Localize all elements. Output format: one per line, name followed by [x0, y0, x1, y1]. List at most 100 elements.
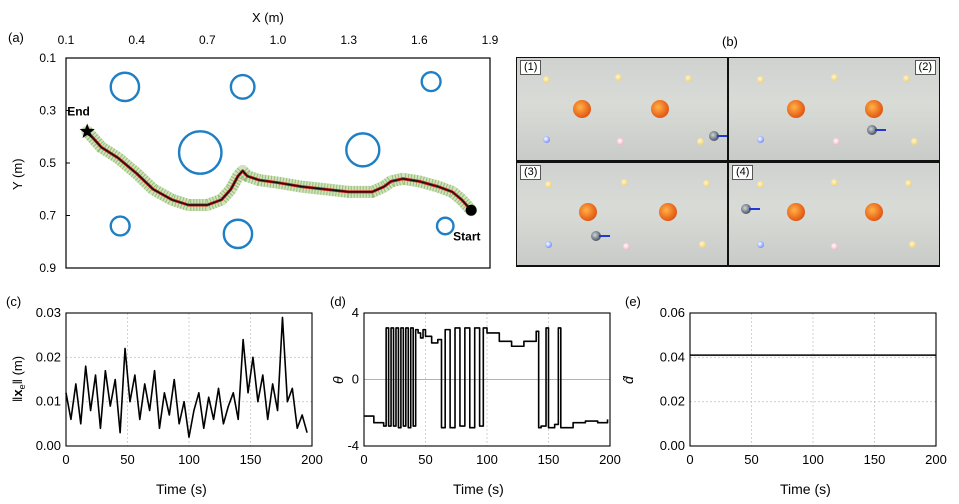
y-tick-label: 0.9 [39, 261, 56, 275]
marker-disk [833, 138, 840, 145]
marker-disk [757, 181, 764, 188]
x-tick-label: 100 [802, 452, 824, 467]
x-tick-label: 200 [599, 452, 621, 467]
marker-disk [905, 180, 912, 187]
panel-a-ylabel: Y (m) [10, 158, 25, 190]
x-tick-label: 50 [418, 452, 432, 467]
series-line-theta [364, 327, 609, 429]
theta-plot: 0 50 100 150 200-404 [347, 305, 620, 467]
obstacle-disk [573, 100, 591, 118]
panel-e-ylabel: d̂ [620, 375, 636, 384]
x-tick-label: 1.9 [482, 33, 499, 47]
x-tick-label: 100 [178, 452, 200, 467]
x-tick-label: 50 [120, 452, 134, 467]
plot-frame [689, 312, 937, 447]
heading-arrow [749, 208, 760, 210]
y-tick-label: 4 [352, 305, 359, 320]
marker-disk [621, 179, 628, 186]
marker-disk [831, 179, 838, 186]
x-tick-label: 0 [360, 452, 367, 467]
y-tick-label: 0.5 [39, 156, 56, 170]
marker-disk [543, 136, 550, 143]
y-tick-label: 0.02 [660, 394, 685, 409]
y-tick-label: 0.03 [36, 305, 61, 320]
marker-disk [623, 243, 630, 250]
robot-path [86, 131, 472, 211]
plot-frame [363, 312, 611, 447]
obstacle-circle [222, 218, 254, 250]
photo-tile-label: (3) [520, 165, 542, 180]
marker-disk [685, 75, 692, 82]
panel-e-xlabel: Time (s) [780, 481, 831, 497]
y-tick-label: 0.04 [660, 349, 685, 364]
x-tick-label: 1.0 [270, 33, 287, 47]
y-tick-label: 0.1 [39, 51, 56, 65]
y-tick-label: 0.00 [660, 438, 685, 453]
experiment-photos: (1) (2) (3) (4) [516, 57, 940, 267]
photo-tile-label: (4) [732, 165, 754, 180]
obstacle-disk [579, 203, 597, 221]
x-tick-label: 50 [744, 452, 758, 467]
obstacle-disk [651, 100, 669, 118]
error-norm-plot: 0 50 100 150 200 0.00 0.01 0.02 0.03 [36, 305, 323, 467]
robot [741, 204, 751, 214]
marker-disk [699, 241, 706, 248]
marker-disk [903, 75, 910, 82]
start-marker [465, 204, 477, 216]
end-marker [79, 123, 95, 138]
panel-a-xlabel: X (m) [252, 10, 284, 25]
panel-c-ylabel: ‖xe‖ (m) [10, 356, 27, 402]
x-tick-label: 0 [62, 452, 69, 467]
marker-disk [615, 74, 622, 81]
x-tick-label: 150 [864, 452, 886, 467]
x-tick-label: 0.4 [128, 33, 145, 47]
marker-disk [703, 180, 710, 187]
series-line-error [65, 316, 308, 438]
photo-tile-label: (1) [520, 60, 542, 75]
marker-disk [543, 76, 550, 83]
y-tick-label: 0.01 [36, 394, 61, 409]
marker-disk [617, 138, 624, 145]
panel-a-label: (a) [8, 30, 24, 45]
obstacle-disk [865, 100, 883, 118]
panel-d-xlabel: Time (s) [453, 481, 504, 497]
y-tick-label: 0.7 [39, 209, 56, 223]
photo-tile: (3) [517, 163, 727, 265]
x-tick-label: 200 [301, 452, 323, 467]
obstacle-disk [659, 203, 677, 221]
x-tick-label: 1.6 [411, 33, 428, 47]
x-tick-label: 0 [686, 452, 693, 467]
photo-tile-label: (2) [914, 60, 936, 75]
obstacle-circle [109, 215, 131, 237]
obstacle-disk [787, 100, 805, 118]
obstacle-circle [420, 71, 442, 93]
marker-disk [757, 241, 764, 248]
marker-disk [545, 241, 552, 248]
marker-disk [697, 138, 704, 145]
obstacle-circle [109, 71, 141, 103]
photo-tile: (4) [729, 163, 939, 265]
obstacle-circle [435, 216, 455, 236]
x-tick-label: 0.1 [58, 33, 75, 47]
x-tick-label: 150 [538, 452, 560, 467]
heading-arrow [717, 135, 727, 137]
marker-disk [831, 74, 838, 81]
end-label: End [67, 105, 90, 119]
y-tick-label: 0.00 [36, 438, 61, 453]
photo-tile: (2) [729, 58, 939, 160]
heading-arrow [875, 129, 886, 131]
x-tick-label: 1.3 [340, 33, 357, 47]
marker-disk [757, 136, 764, 143]
obstacle-disk [865, 203, 883, 221]
marker-disk [757, 76, 764, 83]
obstacle-circle [177, 130, 223, 175]
trajectory-plot: 0.1 0.4 0.7 1.0 1.3 1.6 1.9 0.1 0.3 0.5 0.7 0.9 Star… [39, 33, 498, 275]
y-tick-label: 0.06 [660, 305, 685, 320]
y-tick-label: 0.3 [39, 104, 56, 118]
heading-arrow [599, 235, 610, 237]
robot [709, 131, 719, 141]
obstacle-circle [229, 73, 256, 100]
x-tick-label: 200 [925, 452, 947, 467]
obstacle-disk [787, 203, 805, 221]
